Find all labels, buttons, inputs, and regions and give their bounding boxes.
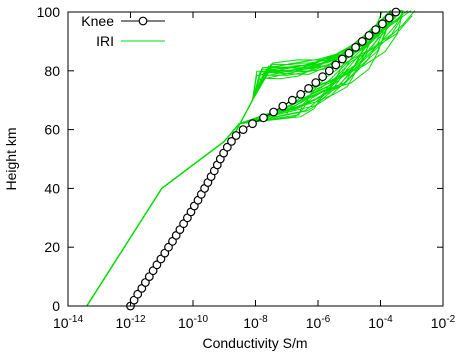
knee-point — [384, 13, 394, 23]
knee-point — [164, 242, 173, 252]
knee-point — [378, 19, 387, 29]
knee-point — [238, 125, 248, 135]
x-tick-label: 10-12 — [115, 314, 145, 331]
iri-series — [86, 10, 416, 306]
knee-point — [278, 101, 288, 111]
knee-point — [364, 31, 374, 40]
y-tick-label: 0 — [52, 298, 60, 314]
knee-point — [344, 48, 354, 58]
x-tick-label: 10-4 — [368, 314, 393, 331]
y-axis: 0 20 40 60 80 100 — [37, 4, 443, 314]
knee-point — [140, 278, 150, 287]
y-tick-label: 40 — [44, 180, 60, 196]
x-tick-label: 10-14 — [53, 314, 83, 331]
legend-marker-knee — [138, 16, 148, 26]
iri-profile-line — [86, 10, 416, 306]
knee-point — [337, 54, 347, 64]
legend-label-iri: IRI — [96, 33, 114, 49]
x-tick-label: 10-10 — [178, 314, 208, 331]
iri-profile-line — [86, 10, 409, 306]
y-tick-label: 20 — [44, 239, 60, 255]
legend-label-knee: Knee — [81, 13, 114, 29]
knee-point — [156, 254, 166, 264]
knee-point — [296, 89, 306, 99]
knee-point — [324, 66, 334, 76]
y-tick-label: 100 — [37, 4, 61, 20]
plot-frame — [67, 11, 444, 307]
x-tick-label: 10-2 — [431, 314, 456, 331]
knee-point — [133, 289, 143, 299]
knee-point — [371, 25, 381, 35]
knee-point — [287, 95, 297, 105]
knee-point — [259, 113, 268, 123]
x-axis-title: Conductivity S/m — [202, 335, 307, 351]
y-tick-label: 80 — [44, 63, 60, 79]
knee-point — [318, 72, 328, 82]
knee-series — [126, 7, 401, 311]
legend: Knee IRI — [81, 13, 165, 49]
knee-point — [227, 136, 236, 146]
knee-point — [269, 107, 279, 117]
knee-point — [351, 42, 361, 52]
knee-point — [152, 260, 162, 270]
x-tick-label: 10-8 — [243, 314, 268, 331]
x-tick-label: 10-6 — [306, 314, 331, 331]
knee-point — [222, 142, 232, 152]
y-tick-label: 60 — [44, 122, 60, 138]
y-axis-title: Height km — [3, 127, 19, 190]
knee-point — [311, 78, 321, 87]
knee-point — [231, 131, 241, 140]
knee-point — [304, 83, 314, 93]
x-axis: 10-14 10-12 10-10 10-8 10-6 10-4 10-2 — [53, 12, 456, 331]
knee-point — [248, 119, 257, 129]
knee-point — [357, 37, 367, 46]
iri-profile-line-upper — [233, 10, 399, 136]
knee-point — [331, 60, 341, 70]
knee-line — [130, 11, 397, 307]
